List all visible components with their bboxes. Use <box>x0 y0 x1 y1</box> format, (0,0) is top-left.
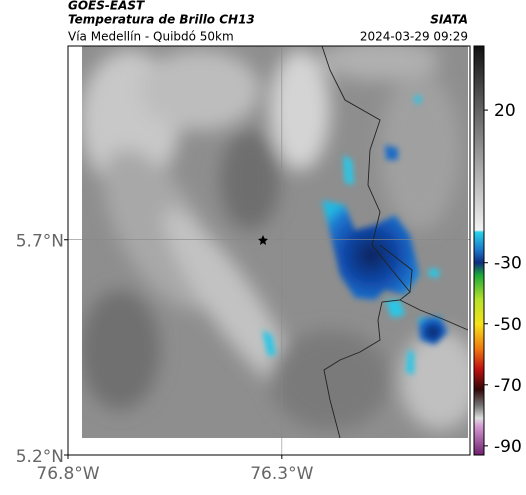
colorbar <box>473 45 485 456</box>
x-tick-label: 76.3°W <box>250 464 313 484</box>
colorbar-tick-label: -50 <box>494 315 522 335</box>
y-tick-label: 5.2°N <box>16 447 64 467</box>
credit: SIATA <box>430 13 468 27</box>
x-tick-label: 76.8°W <box>36 464 99 484</box>
colorbar-tick-label: 20 <box>494 101 516 121</box>
title: GOES-EAST <box>68 0 145 13</box>
colorbar-tick-label: -70 <box>494 376 522 396</box>
subtitle: Temperatura de Brillo CH13 <box>68 13 255 27</box>
satellite-image <box>82 46 468 438</box>
colorbar-tick-label: -90 <box>494 437 522 457</box>
map-frame <box>67 45 471 456</box>
y-tick-label: 5.7°N <box>16 232 64 252</box>
colorbar-tick-label: -30 <box>494 254 522 274</box>
timestamp: 2024-03-29 09:29 <box>360 30 468 44</box>
location: Vía Medellín - Quibdó 50km <box>68 30 234 44</box>
location-marker <box>258 235 268 245</box>
